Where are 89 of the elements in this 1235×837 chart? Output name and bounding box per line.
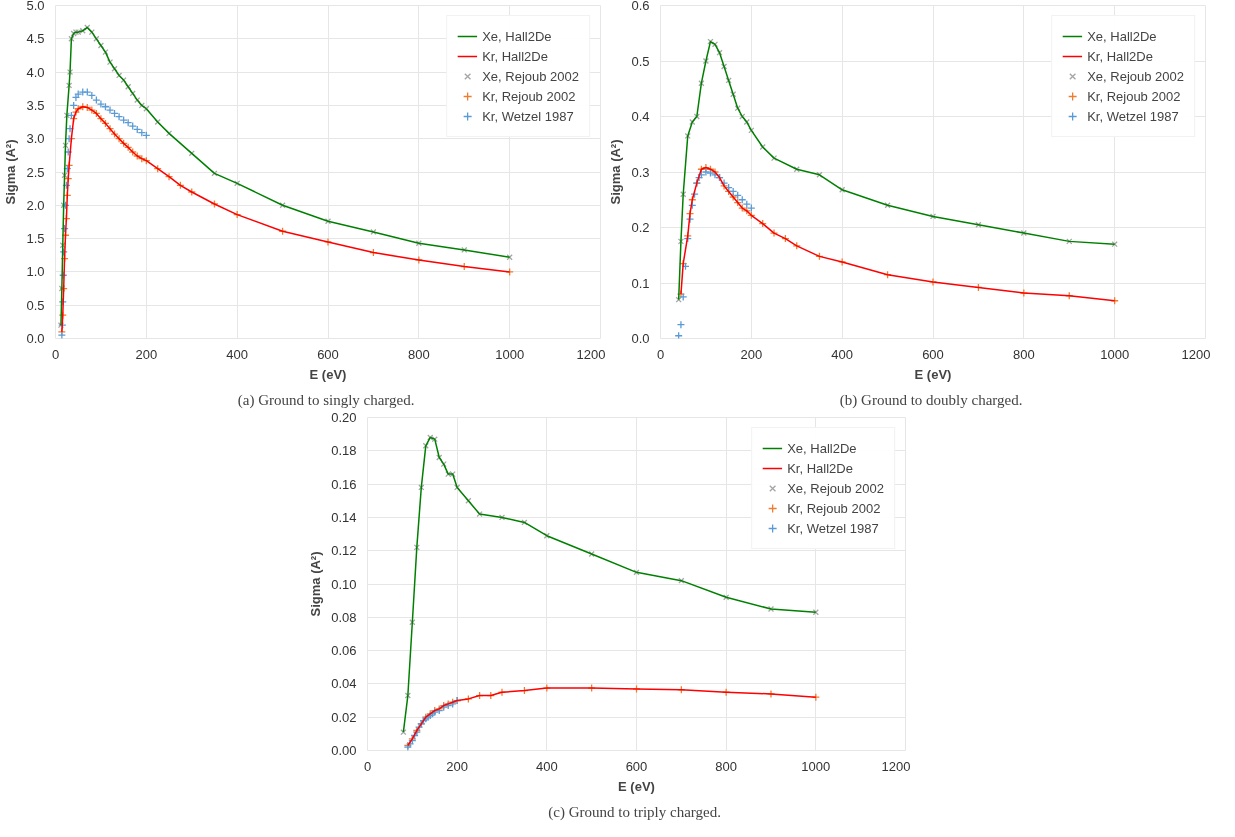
y-tick-label: 5.0 — [26, 0, 45, 13]
legend-label: Kr, Wetzel 1987 — [482, 108, 574, 124]
legend-label: Xe, Hall2De — [482, 28, 552, 44]
x-tick-label: 1000 — [495, 346, 525, 362]
y-tick-label: 3.0 — [26, 131, 45, 147]
y-tick-label: 0.16 — [331, 476, 357, 492]
x-tick-label: 1000 — [801, 758, 831, 774]
text: (a) Ground to singly charged. — [237, 391, 415, 409]
legend-label: Kr, Rejoub 2002 — [482, 88, 576, 104]
x-tick-label: 1200 — [576, 346, 606, 362]
x-tick-label: 400 — [831, 346, 854, 362]
y-tick-label: 0.5 — [631, 53, 650, 69]
y-tick-label: 0.10 — [331, 576, 357, 592]
y-axis-title: Sigma (A²) — [608, 139, 624, 205]
x-tick-label: 800 — [1012, 346, 1035, 362]
point — [676, 320, 686, 329]
x-tick-label: 200 — [740, 346, 763, 362]
point — [96, 99, 106, 109]
x-tick-label: 1200 — [1181, 346, 1211, 362]
x-tick-label: 800 — [407, 346, 430, 362]
x-axis-title: E (eV) — [914, 366, 952, 382]
legend-label: Kr, Rejoub 2002 — [1087, 88, 1181, 104]
x-axis-title: E (eV) — [309, 366, 347, 382]
y-tick-label: 0.2 — [631, 220, 650, 235]
x-tick-label: 600 — [625, 758, 648, 774]
x-axis-title: E (eV) — [618, 778, 655, 794]
point — [105, 105, 115, 115]
y-tick-label: 0.04 — [331, 676, 357, 692]
point — [701, 167, 711, 177]
y-tick-label: 0.00 — [331, 743, 357, 758]
legend-label: Xe, Hall2De — [787, 440, 857, 456]
x-tick-label: 200 — [446, 758, 469, 774]
y-axis-title: Sigma (A²) — [3, 139, 19, 205]
legend-label: Xe, Rejoub 2002 — [482, 68, 579, 84]
legend-label: Kr, Hall2De — [1087, 48, 1153, 64]
y-tick-label: 2.5 — [26, 164, 45, 180]
legend-label: Xe, Hall2De — [1087, 28, 1157, 44]
legend-label: Kr, Hall2De — [787, 460, 853, 476]
x-tick-label: 0 — [363, 758, 372, 774]
point — [128, 121, 137, 131]
point — [400, 729, 407, 736]
y-tick-label: 4.0 — [26, 64, 45, 80]
y-tick-label: 0.3 — [631, 164, 650, 180]
x-tick-label: 200 — [135, 346, 158, 362]
point — [747, 203, 756, 213]
y-tick-label: 0.08 — [331, 609, 357, 625]
y-tick-label: 0.20 — [331, 410, 357, 425]
y-tick-label: 0.0 — [631, 331, 650, 346]
y-tick-label: 0.12 — [331, 543, 357, 559]
y-tick-label: 1.5 — [26, 231, 45, 247]
y-tick-label: 2.0 — [26, 197, 45, 213]
y-tick-label: 0.6 — [631, 0, 650, 13]
y-tick-label: 0.5 — [26, 297, 45, 313]
y-tick-label: 0.0 — [26, 331, 45, 346]
line-series — [680, 166, 1116, 302]
line-series — [407, 687, 817, 747]
x-tick-label: 600 — [922, 346, 944, 362]
legend-label: Kr, Hall2De — [482, 48, 548, 64]
y-axis-title: Sigma (A²) — [308, 551, 324, 617]
legend-label: Kr, Wetzel 1987 — [787, 520, 879, 536]
y-tick-label: 0.02 — [331, 709, 357, 725]
point — [769, 228, 779, 238]
x-tick-label: 1200 — [881, 758, 911, 774]
legend-label: Kr, Rejoub 2002 — [787, 500, 881, 516]
y-tick-label: 0.4 — [631, 109, 650, 124]
y-tick-label: 0.14 — [331, 509, 357, 525]
x-tick-label: 800 — [715, 758, 738, 774]
legend-label: Xe, Rejoub 2002 — [1087, 68, 1184, 84]
point — [119, 115, 128, 125]
point — [83, 87, 92, 97]
point — [57, 331, 67, 339]
text: (b) Ground to doubly charged. — [839, 391, 1023, 409]
y-tick-label: 0.18 — [331, 443, 357, 459]
y-tick-label: 0.06 — [331, 643, 357, 659]
y-tick-label: 3.5 — [26, 97, 45, 113]
x-tick-label: 0 — [656, 346, 665, 362]
x-tick-label: 600 — [317, 346, 339, 362]
point — [114, 112, 124, 121]
x-tick-label: 0 — [51, 346, 60, 362]
x-tick-label: 1000 — [1100, 346, 1130, 362]
y-tick-label: 4.5 — [26, 31, 45, 47]
text: (c) Ground to triply charged. — [548, 803, 721, 821]
legend-label: Xe, Rejoub 2002 — [787, 480, 884, 496]
point — [92, 95, 101, 105]
y-tick-label: 0.1 — [631, 275, 650, 291]
x-tick-label: 400 — [535, 758, 558, 774]
legend-label: Kr, Wetzel 1987 — [1087, 108, 1179, 124]
y-tick-label: 1.0 — [26, 264, 45, 280]
x-tick-label: 400 — [226, 346, 249, 362]
